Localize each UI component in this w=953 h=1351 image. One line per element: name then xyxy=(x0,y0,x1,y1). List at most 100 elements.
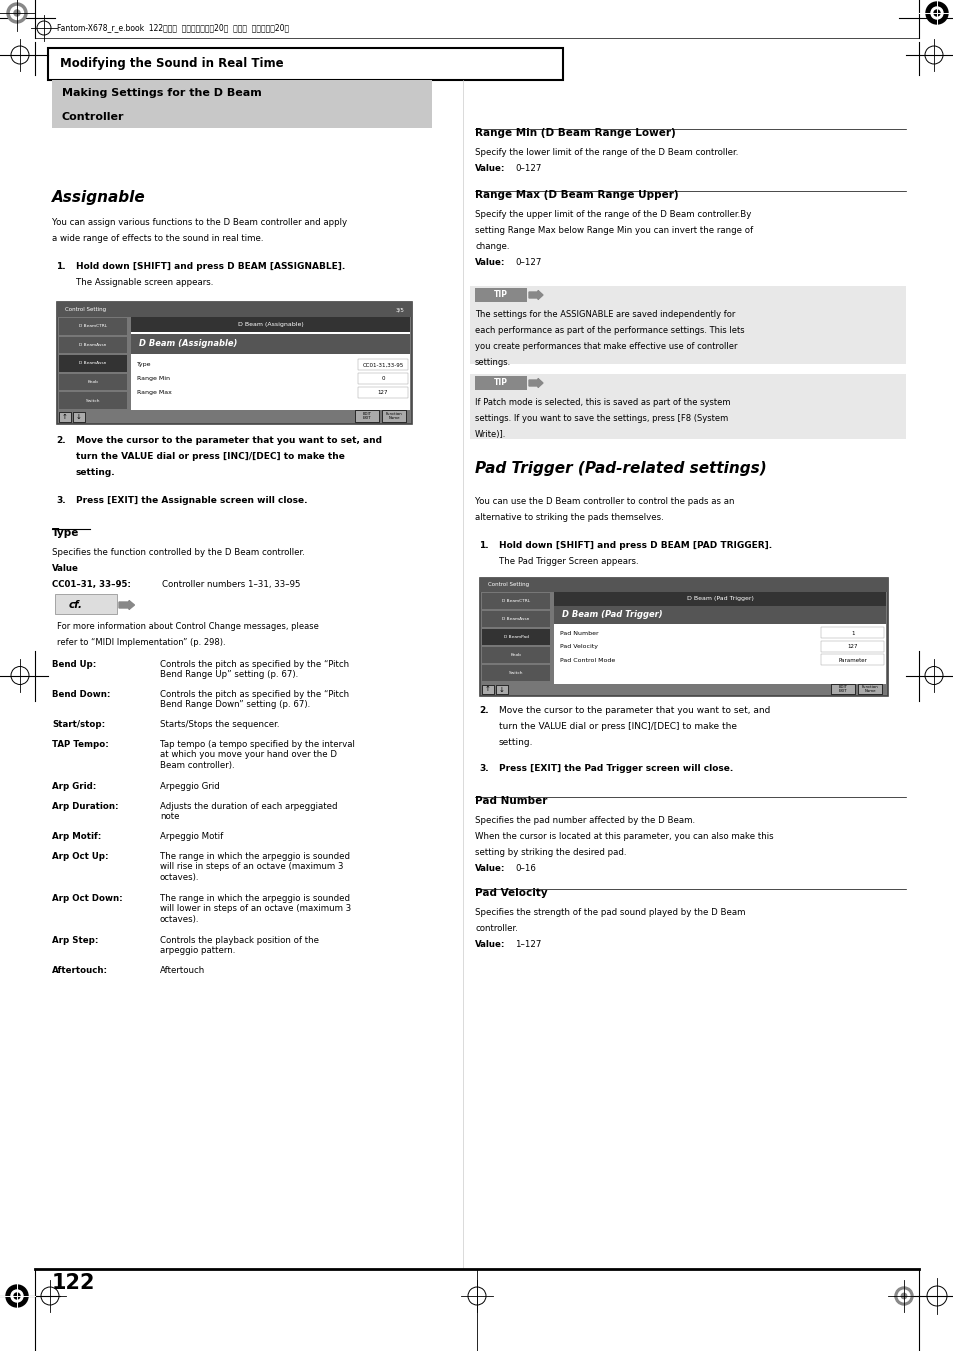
FancyBboxPatch shape xyxy=(59,355,127,372)
Text: The range in which the arpeggio is sounded
will lower in steps of an octave (max: The range in which the arpeggio is sound… xyxy=(160,894,351,924)
Text: Value:: Value: xyxy=(475,865,505,873)
FancyBboxPatch shape xyxy=(57,303,412,424)
Text: The Pad Trigger Screen appears.: The Pad Trigger Screen appears. xyxy=(498,557,638,566)
Text: change.: change. xyxy=(475,242,509,251)
Text: Arp Motif:: Arp Motif: xyxy=(52,832,101,842)
Text: ↓: ↓ xyxy=(498,686,504,693)
Text: setting by striking the desired pad.: setting by striking the desired pad. xyxy=(475,848,626,857)
Text: 1.: 1. xyxy=(478,540,488,550)
Text: Specify the lower limit of the range of the D Beam controller.: Specify the lower limit of the range of … xyxy=(475,149,738,157)
Text: Pad Number: Pad Number xyxy=(559,631,598,636)
Text: D Beam (Pad Trigger): D Beam (Pad Trigger) xyxy=(686,597,753,601)
Text: Bend Up:: Bend Up: xyxy=(52,661,96,669)
FancyBboxPatch shape xyxy=(357,386,408,397)
FancyBboxPatch shape xyxy=(131,334,410,354)
Text: 2.: 2. xyxy=(56,436,66,444)
FancyBboxPatch shape xyxy=(481,647,550,663)
Circle shape xyxy=(933,9,939,16)
Text: D BeamCTRL: D BeamCTRL xyxy=(79,324,107,328)
Text: Pad Velocity: Pad Velocity xyxy=(559,644,598,650)
Text: ↑: ↑ xyxy=(62,413,68,420)
Text: setting Range Max below Range Min you can invert the range of: setting Range Max below Range Min you ca… xyxy=(475,226,752,235)
Circle shape xyxy=(11,1290,23,1302)
Text: D BeamCTRL: D BeamCTRL xyxy=(501,598,530,603)
Text: you create performances that make effective use of controller: you create performances that make effect… xyxy=(475,342,737,351)
Text: Range Min: Range Min xyxy=(137,377,170,381)
Circle shape xyxy=(930,7,942,19)
Text: EDIT
EXIT: EDIT EXIT xyxy=(838,685,846,693)
Text: Control Setting: Control Setting xyxy=(488,582,529,588)
FancyBboxPatch shape xyxy=(52,80,432,128)
FancyBboxPatch shape xyxy=(48,49,562,80)
Text: Range Min (D Beam Range Lower): Range Min (D Beam Range Lower) xyxy=(475,128,675,138)
FancyBboxPatch shape xyxy=(821,654,883,666)
Text: CC01–31, 33–95:: CC01–31, 33–95: xyxy=(52,580,131,589)
Circle shape xyxy=(14,9,20,16)
FancyBboxPatch shape xyxy=(357,373,408,384)
Text: D BeamPad: D BeamPad xyxy=(503,635,528,639)
Text: 1–127: 1–127 xyxy=(515,940,540,948)
Text: alternative to striking the pads themselves.: alternative to striking the pads themsel… xyxy=(475,513,663,521)
Text: 3.: 3. xyxy=(56,496,66,505)
Text: each performance as part of the performance settings. This lets: each performance as part of the performa… xyxy=(475,326,744,335)
Text: turn the VALUE dial or press [INC]/[DEC] to make the: turn the VALUE dial or press [INC]/[DEC]… xyxy=(76,453,345,461)
Text: 3.: 3. xyxy=(478,765,488,773)
FancyBboxPatch shape xyxy=(479,578,887,592)
FancyBboxPatch shape xyxy=(470,374,905,439)
Circle shape xyxy=(894,1288,912,1305)
Text: turn the VALUE dial or press [INC]/[DEC] to make the: turn the VALUE dial or press [INC]/[DEC]… xyxy=(498,721,737,731)
Text: You can assign various functions to the D Beam controller and apply: You can assign various functions to the … xyxy=(52,218,347,227)
Text: Start/stop:: Start/stop: xyxy=(52,720,105,730)
FancyBboxPatch shape xyxy=(131,317,410,332)
FancyBboxPatch shape xyxy=(381,409,406,422)
FancyBboxPatch shape xyxy=(830,684,854,694)
Text: Assignable: Assignable xyxy=(52,190,146,205)
Text: Type: Type xyxy=(52,528,79,538)
Text: Adjusts the duration of each arpeggiated
note: Adjusts the duration of each arpeggiated… xyxy=(160,802,337,821)
Circle shape xyxy=(901,1293,905,1298)
Text: 0–16: 0–16 xyxy=(515,865,536,873)
FancyBboxPatch shape xyxy=(357,359,408,370)
Text: Tap tempo (a tempo specified by the interval
at which you move your hand over th: Tap tempo (a tempo specified by the inte… xyxy=(160,740,355,770)
FancyBboxPatch shape xyxy=(73,412,85,422)
Text: Specify the upper limit of the range of the D Beam controller.By: Specify the upper limit of the range of … xyxy=(475,209,751,219)
Text: D BeamAssn: D BeamAssn xyxy=(79,362,107,366)
FancyBboxPatch shape xyxy=(481,611,550,627)
Text: Range Max: Range Max xyxy=(137,390,172,396)
Text: The range in which the arpeggio is sounded
will rise in steps of an octave (maxi: The range in which the arpeggio is sound… xyxy=(160,852,350,882)
Text: 127: 127 xyxy=(847,644,858,650)
FancyBboxPatch shape xyxy=(554,607,885,684)
Text: Controls the pitch as specified by the “Pitch
Bend Range Down” setting (p. 67).: Controls the pitch as specified by the “… xyxy=(160,690,349,709)
Text: Write)].: Write)]. xyxy=(475,430,506,439)
Text: For more information about Control Change messages, please: For more information about Control Chang… xyxy=(57,621,318,631)
Text: Hold down [SHIFT] and press D BEAM [ASSIGNABLE].: Hold down [SHIFT] and press D BEAM [ASSI… xyxy=(76,262,345,272)
Text: Aftertouch: Aftertouch xyxy=(160,966,205,975)
Text: refer to “MIDI Implementation” (p. 298).: refer to “MIDI Implementation” (p. 298). xyxy=(57,638,226,647)
Text: TIP: TIP xyxy=(494,378,507,388)
Text: 127: 127 xyxy=(377,390,388,396)
Text: If Patch mode is selected, this is saved as part of the system: If Patch mode is selected, this is saved… xyxy=(475,399,730,407)
Text: 3/5: 3/5 xyxy=(395,307,403,312)
Text: Switch: Switch xyxy=(86,399,100,403)
Text: Press [EXIT] the Assignable screen will close.: Press [EXIT] the Assignable screen will … xyxy=(76,496,307,505)
Text: Pad Velocity: Pad Velocity xyxy=(475,888,547,898)
Text: Making Settings for the D Beam: Making Settings for the D Beam xyxy=(62,88,261,99)
Text: Move the cursor to the parameter that you want to set, and: Move the cursor to the parameter that yo… xyxy=(76,436,381,444)
FancyBboxPatch shape xyxy=(481,665,550,681)
Text: Specifies the pad number affected by the D Beam.: Specifies the pad number affected by the… xyxy=(475,816,695,825)
Text: Value:: Value: xyxy=(475,163,505,173)
Text: Knob: Knob xyxy=(510,653,521,657)
Text: Press [EXIT] the Pad Trigger screen will close.: Press [EXIT] the Pad Trigger screen will… xyxy=(498,765,733,773)
Text: D Beam (Assignable): D Beam (Assignable) xyxy=(237,322,303,327)
Circle shape xyxy=(7,3,27,23)
Text: controller.: controller. xyxy=(475,924,517,934)
Text: Hold down [SHIFT] and press D BEAM [PAD TRIGGER].: Hold down [SHIFT] and press D BEAM [PAD … xyxy=(498,540,771,550)
Text: Arp Step:: Arp Step: xyxy=(52,936,98,944)
Text: TIP: TIP xyxy=(494,290,507,300)
Text: Specifies the function controlled by the D Beam controller.: Specifies the function controlled by the… xyxy=(52,549,305,557)
Text: 1: 1 xyxy=(850,631,854,636)
FancyBboxPatch shape xyxy=(481,593,550,609)
Text: Starts/Stops the sequencer.: Starts/Stops the sequencer. xyxy=(160,720,279,730)
Text: EDIT
EXIT: EDIT EXIT xyxy=(362,412,371,420)
Text: CC01-31,33-95: CC01-31,33-95 xyxy=(362,362,403,367)
